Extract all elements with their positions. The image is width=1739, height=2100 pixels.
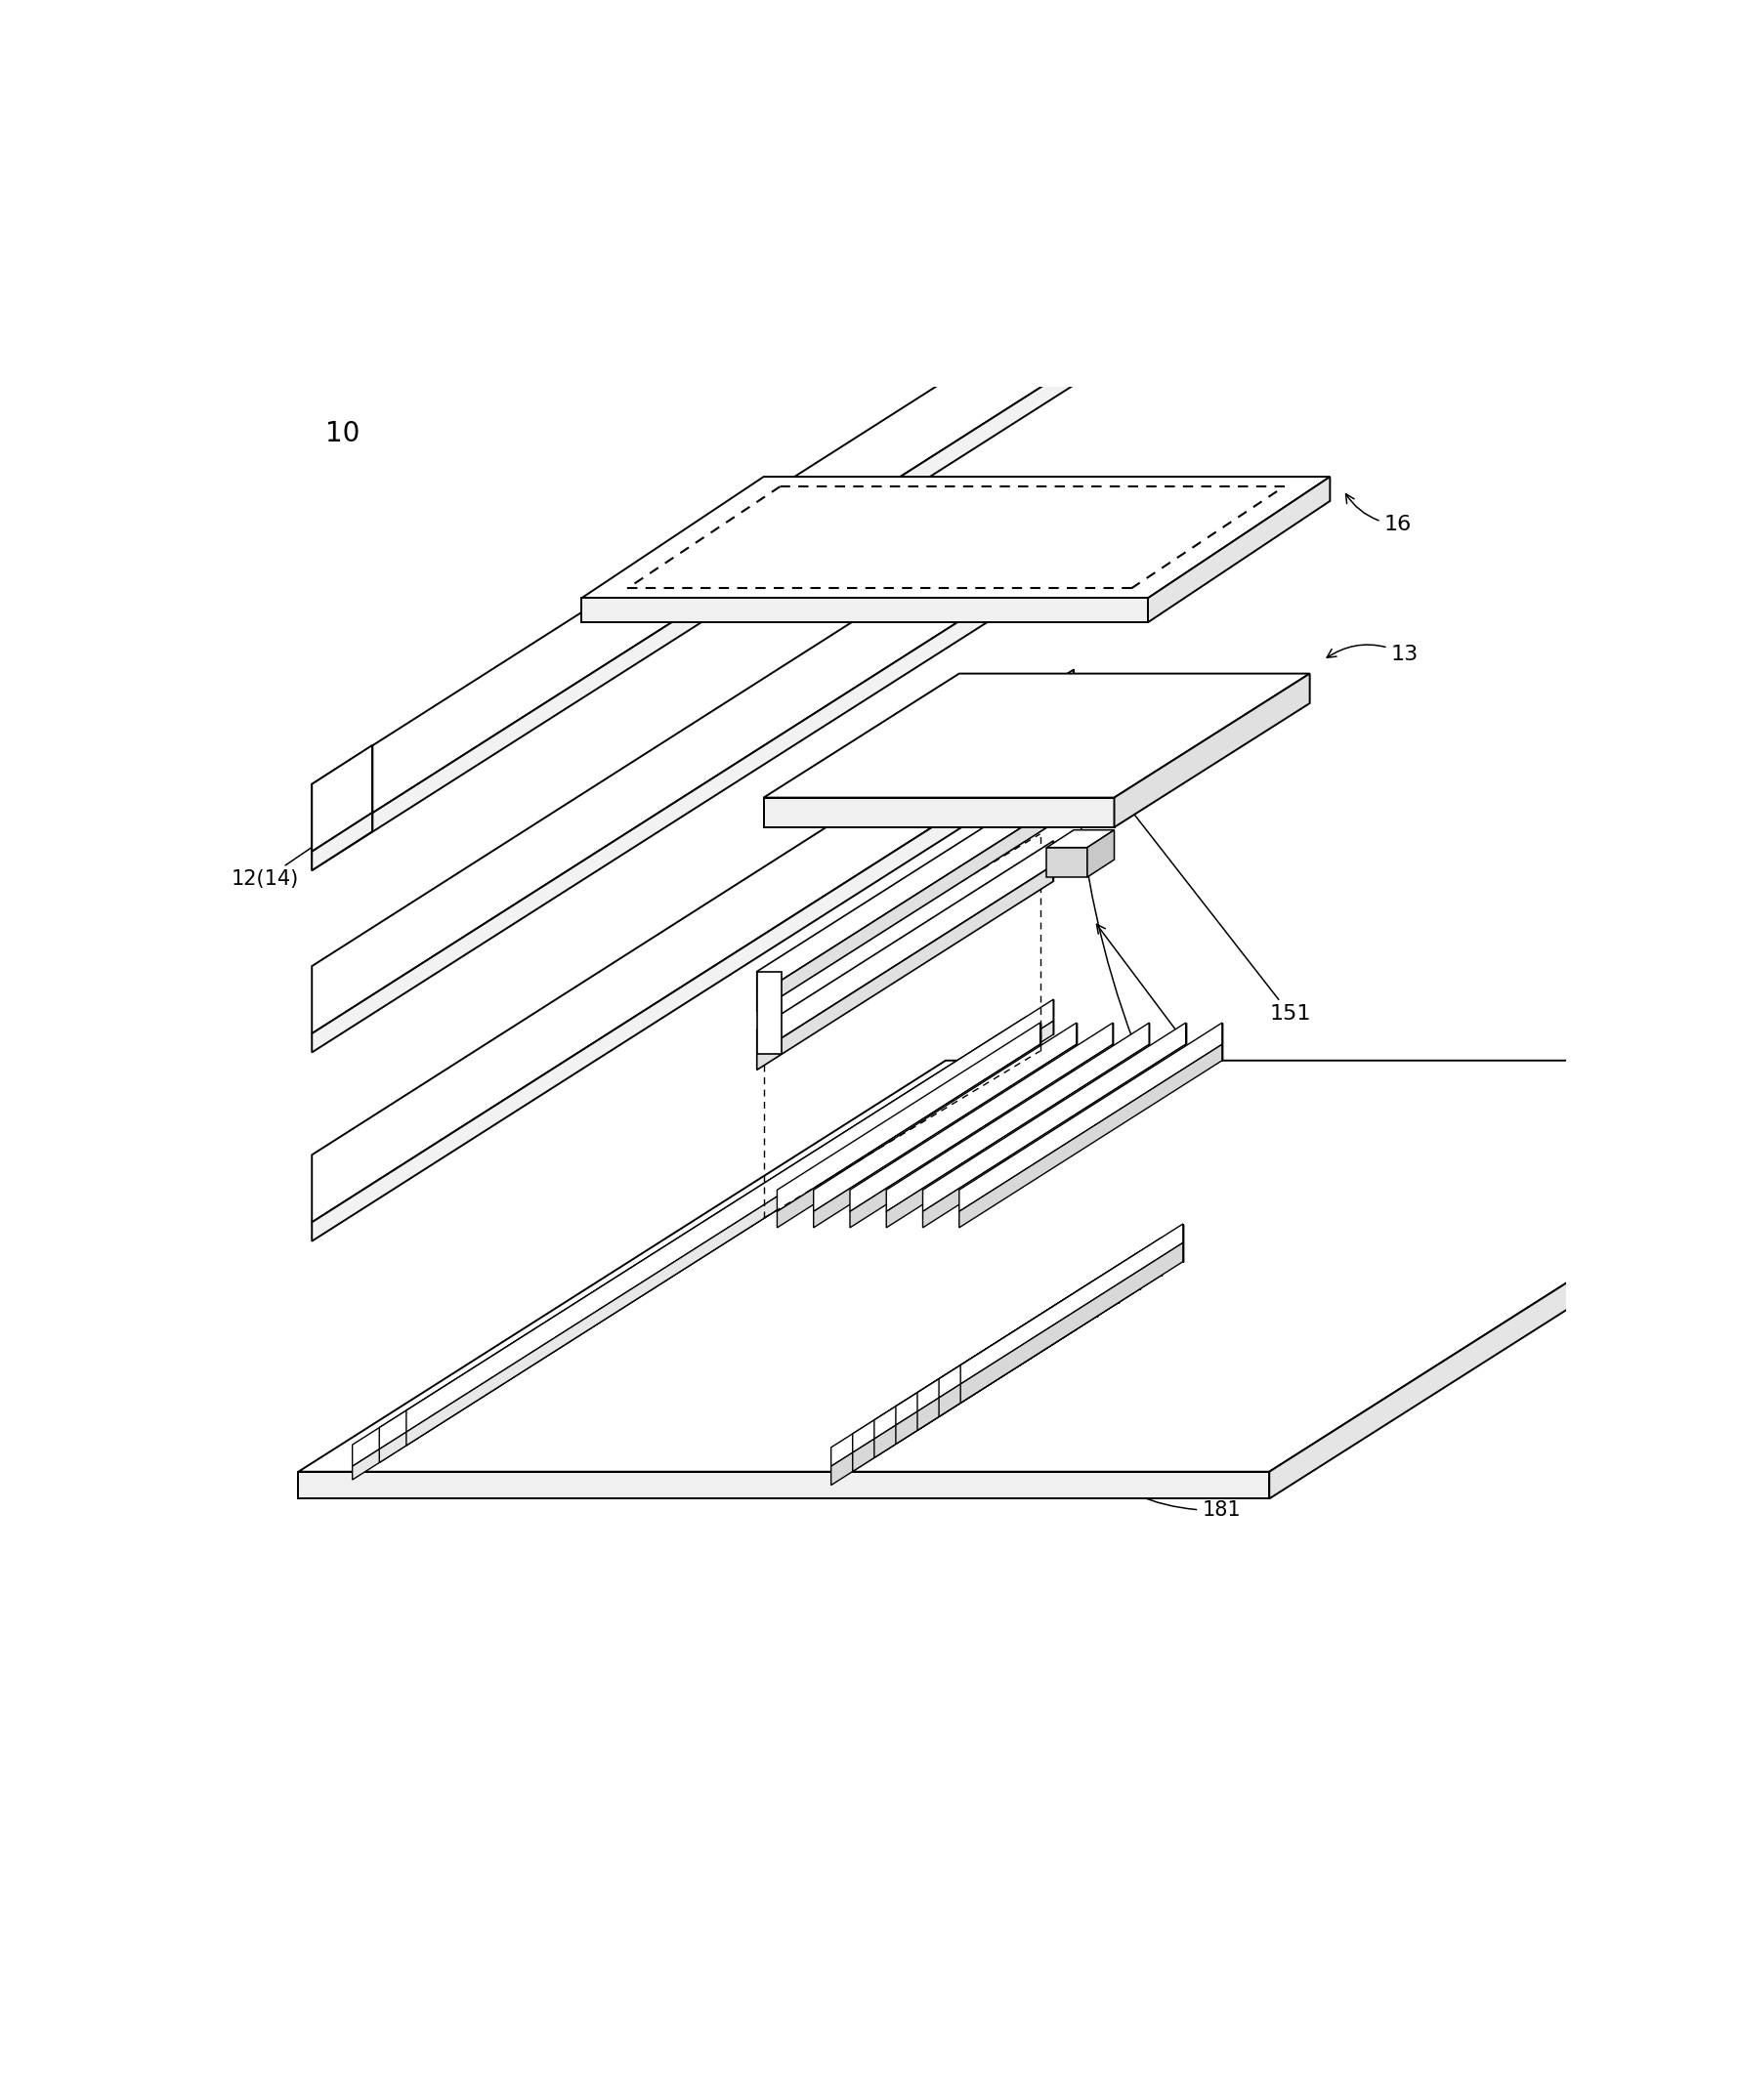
Text: 13: 13 [1327, 645, 1417, 664]
Polygon shape [311, 481, 1073, 1033]
Polygon shape [405, 1021, 1052, 1445]
Polygon shape [581, 598, 1148, 622]
Polygon shape [873, 1279, 1096, 1438]
Polygon shape [756, 783, 1052, 995]
Text: 171: 171 [487, 1470, 927, 1489]
Polygon shape [311, 670, 1073, 1222]
Polygon shape [763, 798, 1113, 827]
Polygon shape [311, 813, 372, 869]
Polygon shape [916, 1252, 1139, 1411]
Polygon shape [311, 298, 1073, 850]
Polygon shape [849, 1044, 1113, 1228]
Polygon shape [896, 1264, 1118, 1426]
Polygon shape [1047, 773, 1113, 790]
Polygon shape [581, 477, 1329, 598]
Polygon shape [958, 1044, 1221, 1228]
Polygon shape [379, 1037, 1026, 1462]
Polygon shape [405, 1000, 1052, 1432]
Polygon shape [1148, 477, 1329, 622]
Polygon shape [916, 1270, 1139, 1430]
Polygon shape [763, 674, 1309, 798]
Polygon shape [922, 1044, 1184, 1228]
Polygon shape [311, 737, 1073, 1241]
Polygon shape [814, 1044, 1076, 1228]
Polygon shape [814, 1023, 1076, 1212]
Text: 17: 17 [383, 1399, 499, 1445]
Polygon shape [939, 1256, 1162, 1418]
Polygon shape [351, 1054, 998, 1480]
Polygon shape [777, 1023, 1040, 1212]
Polygon shape [1047, 830, 1113, 848]
Text: 18: 18 [1116, 1228, 1228, 1453]
Polygon shape [1087, 830, 1113, 878]
Polygon shape [299, 1472, 1269, 1499]
Polygon shape [379, 1016, 1026, 1449]
Polygon shape [831, 1306, 1052, 1466]
Polygon shape [873, 1298, 1096, 1457]
Polygon shape [831, 1325, 1052, 1485]
Polygon shape [958, 1023, 1221, 1212]
Text: 19: 19 [383, 1365, 513, 1462]
Polygon shape [311, 548, 1073, 1052]
Polygon shape [1087, 773, 1113, 819]
Polygon shape [849, 1023, 1113, 1212]
Polygon shape [777, 1044, 1040, 1228]
Polygon shape [756, 972, 781, 1054]
Polygon shape [311, 746, 372, 851]
Polygon shape [311, 365, 1073, 869]
Polygon shape [351, 1033, 998, 1466]
Polygon shape [1269, 1060, 1739, 1499]
Polygon shape [1047, 848, 1087, 878]
Text: 121: 121 [1096, 924, 1283, 1157]
Polygon shape [852, 1310, 1075, 1472]
Polygon shape [756, 840, 1052, 1054]
Text: 16: 16 [1344, 493, 1410, 536]
Polygon shape [299, 1060, 1739, 1472]
Polygon shape [1113, 674, 1309, 827]
Polygon shape [756, 865, 1052, 1069]
Text: 11: 11 [1069, 741, 1269, 1281]
Polygon shape [1047, 790, 1087, 819]
Text: 181: 181 [1083, 1462, 1240, 1520]
Polygon shape [885, 1023, 1149, 1212]
Polygon shape [939, 1237, 1162, 1399]
Text: 12(14): 12(14) [231, 840, 322, 888]
Polygon shape [852, 1292, 1075, 1453]
Polygon shape [960, 1224, 1183, 1384]
Polygon shape [756, 806, 1052, 1012]
Polygon shape [960, 1243, 1183, 1403]
Text: 10: 10 [325, 420, 360, 447]
Polygon shape [922, 1023, 1184, 1212]
Polygon shape [896, 1283, 1118, 1445]
Text: 151: 151 [1109, 783, 1309, 1025]
Polygon shape [885, 1044, 1149, 1228]
